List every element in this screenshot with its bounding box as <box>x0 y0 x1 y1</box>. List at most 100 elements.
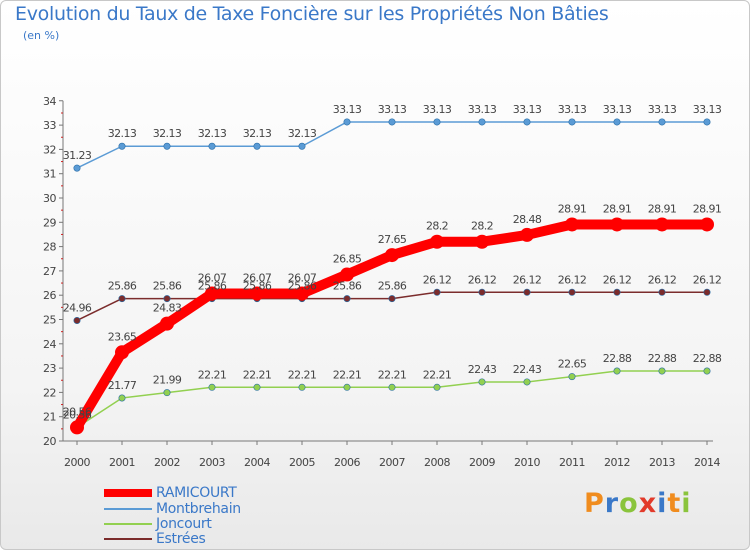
data-label-ramicourt: 28.48 <box>513 213 542 226</box>
data-point-estres <box>703 288 711 296</box>
data-point-joncourt <box>253 383 261 391</box>
data-point-ramicourt <box>340 267 354 282</box>
data-point-ramicourt <box>385 248 399 263</box>
y-tick-label: 30 <box>43 192 56 205</box>
data-label-joncourt: 21.99 <box>153 374 182 387</box>
x-tick-label: 2001 <box>109 456 135 469</box>
data-point-ramicourt <box>205 286 219 301</box>
data-point-montbrehain <box>433 118 441 126</box>
data-point-ramicourt <box>70 420 84 435</box>
data-label-montbrehain: 32.13 <box>153 127 182 140</box>
legend-item-montbrehain[interactable]: Montbrehain <box>104 501 304 517</box>
data-label-ramicourt: 23.65 <box>108 330 137 343</box>
data-point-montbrehain <box>73 164 81 172</box>
data-label-montbrehain: 33.13 <box>423 103 452 116</box>
data-point-joncourt <box>568 373 576 381</box>
x-tick-label: 2003 <box>199 456 225 469</box>
proxiti-logo: Proxiti <box>584 488 692 519</box>
x-tick-label: 2002 <box>154 456 180 469</box>
legend-item-ramicourt[interactable]: RAMICOURT <box>104 485 304 501</box>
data-point-montbrehain <box>208 142 216 150</box>
data-point-estres <box>523 288 531 296</box>
data-point-estres <box>73 316 81 324</box>
legend-item-estrees[interactable]: Estrées <box>104 531 304 547</box>
data-label-montbrehain: 31.23 <box>63 149 92 162</box>
data-point-estres <box>658 288 666 296</box>
data-label-montbrehain: 33.13 <box>603 103 632 116</box>
data-label-estres: 26.12 <box>513 273 542 286</box>
data-label-joncourt: 22.21 <box>423 368 452 381</box>
data-label-joncourt: 20.56 <box>63 408 92 421</box>
data-point-joncourt <box>523 378 531 386</box>
data-point-montbrehain <box>118 142 126 150</box>
data-label-estres: 25.86 <box>243 280 272 293</box>
data-label-estres: 26.12 <box>423 273 452 286</box>
legend-item-joncourt[interactable]: Joncourt <box>104 516 304 532</box>
data-label-estres: 26.12 <box>603 273 632 286</box>
x-tick-label: 2014 <box>694 456 720 469</box>
data-point-ramicourt <box>295 286 309 301</box>
legend-label-montbrehain: Montbrehain <box>156 501 241 517</box>
x-tick-label: 2000 <box>64 456 90 469</box>
data-label-montbrehain: 32.13 <box>288 127 317 140</box>
data-label-estres: 25.86 <box>378 280 407 293</box>
data-label-ramicourt: 27.65 <box>378 233 407 246</box>
y-tick-label: 32 <box>43 143 56 156</box>
data-point-montbrehain <box>658 118 666 126</box>
data-point-montbrehain <box>253 142 261 150</box>
logo-letter: P <box>584 488 605 519</box>
logo-letter: t <box>667 488 682 519</box>
chart-title: Evolution du Taux de Taxe Foncière sur l… <box>15 3 609 25</box>
data-label-ramicourt: 28.2 <box>426 220 448 233</box>
data-label-ramicourt: 26.07 <box>288 271 317 284</box>
data-point-joncourt <box>388 383 396 391</box>
legend-swatch-montbrehain <box>104 508 152 510</box>
data-label-montbrehain: 32.13 <box>243 127 272 140</box>
data-point-montbrehain <box>343 118 351 126</box>
unit-label: (en %) <box>23 29 60 42</box>
data-point-montbrehain <box>298 142 306 150</box>
data-point-montbrehain <box>478 118 486 126</box>
y-tick-label: 20 <box>43 435 56 448</box>
data-label-montbrehain: 33.13 <box>468 103 497 116</box>
data-label-joncourt: 22.88 <box>693 352 722 365</box>
data-label-estres: 26.12 <box>558 273 587 286</box>
data-label-estres: 25.86 <box>153 280 182 293</box>
data-point-montbrehain <box>388 118 396 126</box>
data-point-estres <box>433 288 441 296</box>
data-label-joncourt: 22.21 <box>333 368 362 381</box>
data-point-joncourt <box>658 367 666 375</box>
data-label-estres: 26.12 <box>693 273 722 286</box>
y-tick-label: 33 <box>43 119 56 132</box>
data-label-ramicourt: 28.2 <box>471 220 493 233</box>
data-point-estres <box>343 295 351 303</box>
data-label-ramicourt: 20.56 <box>63 405 92 418</box>
logo-letter: x <box>638 488 658 519</box>
data-point-joncourt <box>478 378 486 386</box>
data-label-montbrehain: 33.13 <box>648 103 677 116</box>
data-point-ramicourt <box>610 217 624 232</box>
data-label-joncourt: 22.21 <box>243 368 272 381</box>
data-label-estres: 26.12 <box>648 273 677 286</box>
data-label-estres: 25.86 <box>288 280 317 293</box>
x-tick-label: 2009 <box>469 456 495 469</box>
x-tick-label: 2008 <box>424 456 450 469</box>
data-label-ramicourt: 28.91 <box>693 202 722 215</box>
data-point-montbrehain <box>163 142 171 150</box>
y-tick-label: 25 <box>43 314 56 327</box>
data-point-joncourt <box>208 383 216 391</box>
y-tick-label: 26 <box>43 289 56 302</box>
x-tick-label: 2004 <box>244 456 270 469</box>
data-label-joncourt: 22.88 <box>603 352 632 365</box>
data-label-montbrehain: 33.13 <box>513 103 542 116</box>
legend-swatch-ramicourt <box>104 489 152 497</box>
data-point-ramicourt <box>115 345 129 360</box>
data-label-montbrehain: 33.13 <box>378 103 407 116</box>
y-tick-label: 21 <box>43 411 56 424</box>
data-point-ramicourt <box>430 234 444 249</box>
x-tick-label: 2010 <box>514 456 540 469</box>
data-point-ramicourt <box>250 286 264 301</box>
x-tick-label: 2006 <box>334 456 360 469</box>
data-point-joncourt <box>298 383 306 391</box>
data-point-montbrehain <box>523 118 531 126</box>
